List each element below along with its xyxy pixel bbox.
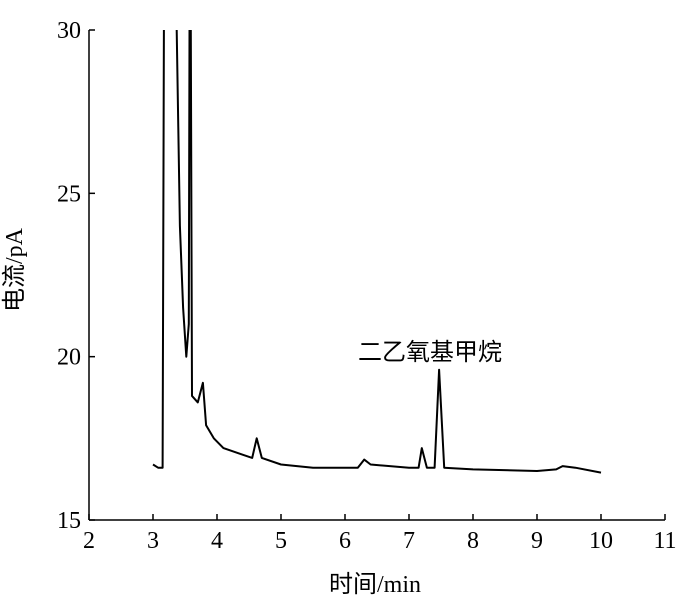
x-tick-label: 5 <box>275 528 287 554</box>
x-tick-label: 6 <box>339 528 351 554</box>
x-tick-label: 9 <box>531 528 543 554</box>
y-tick-label: 15 <box>57 508 81 534</box>
x-tick-label: 3 <box>147 528 159 554</box>
y-tick-label: 30 <box>57 18 81 44</box>
x-tick-label: 2 <box>83 528 95 554</box>
x-tick-label: 8 <box>467 528 479 554</box>
x-tick-label: 7 <box>403 528 415 554</box>
x-tick-label: 10 <box>589 528 613 554</box>
peak-annotation: 二乙氧基甲烷 <box>358 339 502 366</box>
data-line <box>152 29 602 474</box>
y-axis-label: 电流/pA <box>1 227 28 312</box>
x-axis-label: 时间/min <box>329 571 421 598</box>
y-tick-label: 25 <box>57 181 81 207</box>
x-tick-label: 11 <box>653 528 676 554</box>
x-tick-label: 4 <box>211 528 223 554</box>
y-tick-label: 20 <box>57 345 81 371</box>
